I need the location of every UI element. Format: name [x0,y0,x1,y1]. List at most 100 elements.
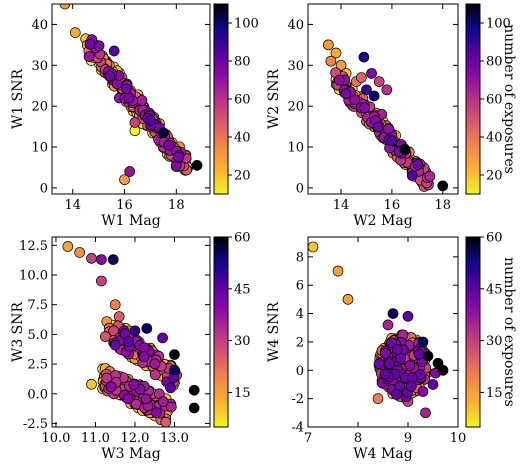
data-point [149,369,161,381]
colorbar-segment [214,340,228,345]
colorbar-label: number of exposures [501,257,517,407]
data-point [109,299,121,311]
colorbar-segment [466,326,480,330]
data-point [74,247,86,258]
colorbar-segment [214,164,228,168]
colorbar-segment [466,376,480,381]
data-point [373,358,385,370]
colorbar-segment [214,272,228,277]
colorbar-segment [214,385,228,390]
colorbar-segment [214,188,228,192]
colorbar-segment [214,239,228,244]
colorbar-segment [466,355,480,360]
colorbar-segment [214,140,228,145]
colorbar-segment [466,143,480,148]
colorbar-segment [466,60,480,64]
colorbar-segment [466,421,480,425]
y-axis-label: W1 SNR [10,68,26,129]
colorbar-segment [214,311,228,315]
colorbar-segment [466,394,480,398]
data-point [381,84,393,96]
colorbar-segment [214,96,228,100]
colorbar-segment [466,242,480,247]
colorbar-segment [466,266,480,271]
data-point [380,347,391,359]
colorbar-segment [466,155,480,159]
x-axis-label: W1 Mag [101,213,160,229]
colorbar-segment [214,245,228,250]
colorbar-segment [214,104,228,109]
colorbar-segment [214,30,228,35]
colorbar-segment [214,146,228,151]
colorbar-segment [214,179,228,183]
colorbar-segment [466,278,480,283]
y-tick-label: 2 [296,335,304,350]
colorbar-segment [214,9,228,14]
colorbar-segment [466,173,480,177]
colorbar-tick-label: 100 [486,17,511,32]
colorbar-segment [214,33,228,38]
colorbar-segment [214,87,228,91]
colorbar-segment [466,281,480,286]
colorbar-segment [214,308,228,312]
colorbar-segment [214,4,228,8]
colorbar-segment [466,284,480,289]
data-point [372,121,384,133]
data-point [390,389,402,400]
colorbar-segment [214,323,228,327]
colorbar-segment [466,6,480,11]
colorbar-segment [214,394,228,398]
colorbar-segment [466,72,480,76]
y-tick-label: 10 [287,141,304,156]
colorbar-segment [214,269,228,274]
colorbar-segment [214,299,228,303]
plot-frame [307,3,459,195]
colorbar-segment [214,254,228,259]
colorbar-segment [214,260,228,265]
y-tick-label: 8 [296,250,304,265]
colorbar-segment [466,51,480,56]
colorbar-segment [466,379,480,384]
y-tick-label: 0 [296,364,304,379]
colorbar-segment [466,311,480,315]
colorbar-segment [214,412,228,416]
colorbar-segment [214,161,228,165]
colorbar-segment [466,36,480,41]
colorbar-segment [466,257,480,262]
colorbar-segment [466,239,480,244]
colorbar-segment [466,418,480,422]
data-point [158,127,169,139]
colorbar-segment [214,314,228,318]
y-tick-label: 40 [31,18,48,33]
colorbar-segment [466,96,480,100]
colorbar-segment [466,403,480,407]
data-point [128,379,140,390]
colorbar-segment [214,176,228,180]
x-axis-label: W2 Mag [353,213,412,229]
data-point [129,325,141,337]
colorbar-segment [466,18,480,23]
colorbar-segment [466,66,480,70]
colorbar-segment [466,84,480,88]
colorbar-segment [466,12,480,17]
data-point [101,372,113,384]
colorbar-segment [214,63,228,67]
data-point [308,241,319,253]
data-point [93,40,105,52]
data-point [373,76,385,87]
y-tick-label: -2 [291,392,304,407]
colorbar-segment [214,287,228,292]
colorbar-segment [214,191,228,195]
data-point [105,381,117,393]
data-point [107,254,119,265]
colorbar-segment [214,93,228,97]
colorbar-segment [214,406,228,410]
data-point [191,160,203,171]
colorbar-segment [466,4,480,8]
colorbar-segment [466,27,480,32]
colorbar-segment [466,275,480,280]
data-point [417,386,429,397]
colorbar-segment [466,78,480,82]
colorbar-segment [214,66,228,70]
colorbar-segment [466,260,480,265]
